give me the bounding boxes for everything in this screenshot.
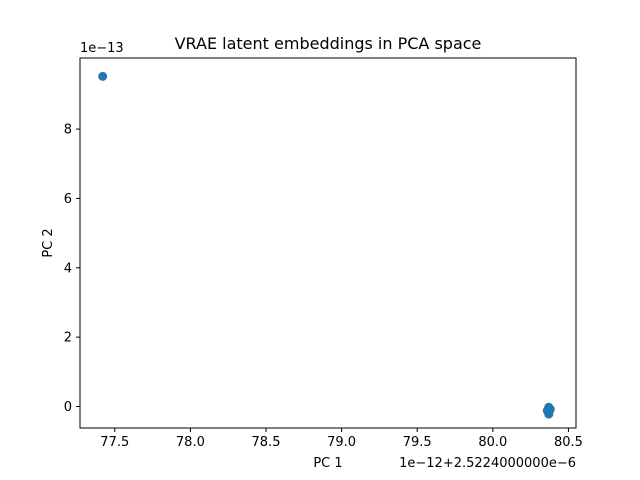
y-tick-label: 8: [64, 123, 72, 138]
x-tick-label: 80.0: [478, 435, 507, 450]
x-tick-label: 79.0: [327, 435, 356, 450]
y-ticks: 0 2 4 6 8: [64, 123, 80, 415]
x-axis-label: PC 1: [313, 456, 342, 471]
x-tick-label: 80.5: [554, 435, 583, 450]
x-tick-label: 77.5: [100, 435, 129, 450]
data-point: [545, 404, 555, 414]
x-offset-label: 1e−12+2.5224000000e−6: [399, 456, 576, 471]
points-layer: [98, 71, 555, 419]
y-tick-label: 6: [64, 192, 72, 207]
x-tick-label: 78.0: [176, 435, 205, 450]
y-tick-label: 4: [64, 261, 72, 276]
y-axis-label: PC 2: [41, 228, 56, 257]
y-tick-label: 2: [64, 331, 72, 346]
chart-title: VRAE latent embeddings in PCA space: [175, 34, 482, 53]
x-tick-label: 78.5: [252, 435, 281, 450]
x-tick-label: 79.5: [403, 435, 432, 450]
data-point: [98, 71, 108, 81]
y-tick-label: 0: [64, 400, 72, 415]
plot-frame: [79, 57, 577, 429]
x-ticks: 77.5 78.0 78.5 79.0 79.5 80.0 80.5: [100, 428, 583, 450]
y-offset-label: 1e−13: [80, 41, 124, 56]
